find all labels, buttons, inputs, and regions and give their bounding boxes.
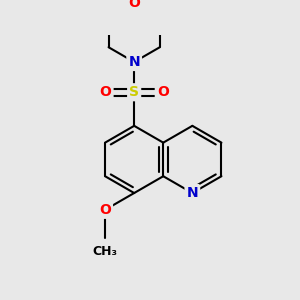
Text: N: N: [187, 186, 198, 200]
Text: O: O: [157, 85, 169, 99]
Text: N: N: [128, 55, 140, 69]
Text: S: S: [129, 85, 139, 99]
Text: O: O: [100, 85, 112, 99]
Text: O: O: [128, 0, 140, 10]
Text: CH₃: CH₃: [93, 245, 118, 259]
Text: O: O: [99, 203, 111, 217]
